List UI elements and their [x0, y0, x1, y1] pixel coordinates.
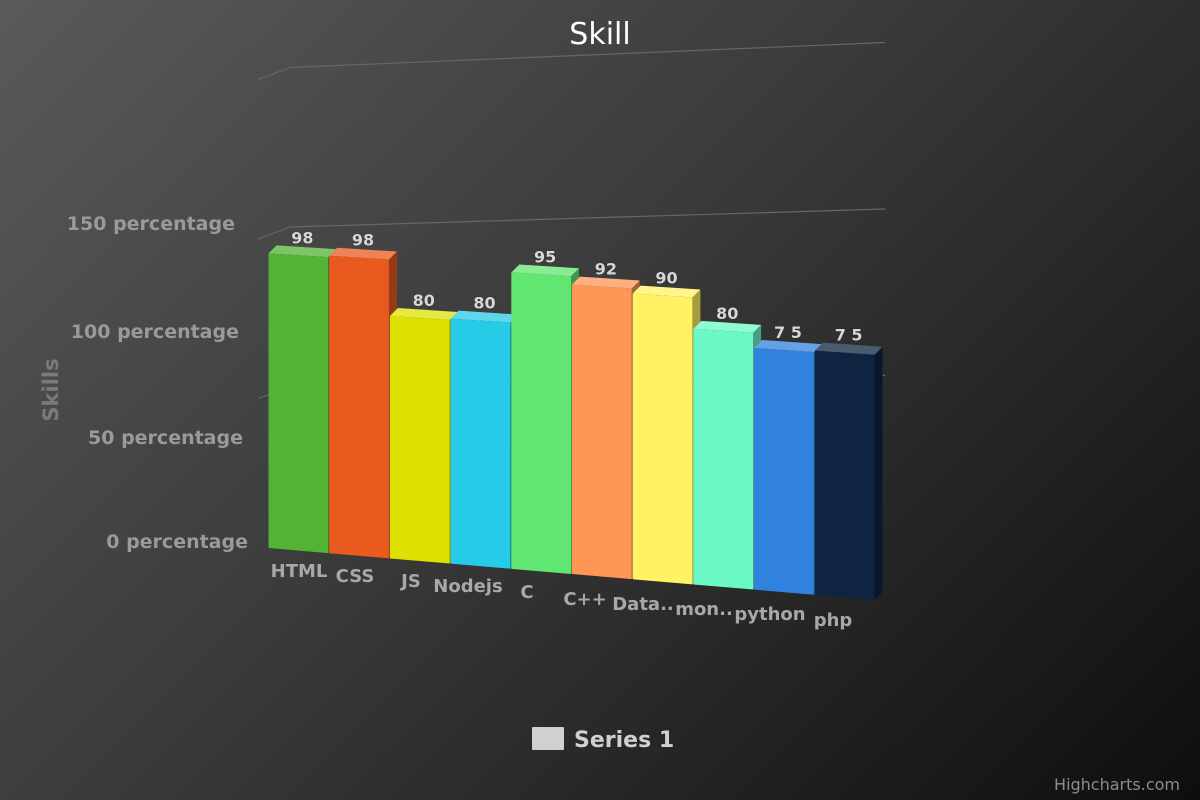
data-labels: 98 98 80 80 95 92 90 80 7 5 7 5: [291, 228, 863, 345]
bars: [268, 245, 883, 600]
bar[interactable]: [814, 342, 883, 600]
y-tick-label: 50 percentage: [88, 427, 243, 449]
x-tick-label: C: [520, 582, 533, 603]
bar-front: [814, 350, 875, 600]
x-tick-label: C++: [563, 589, 606, 610]
bar-front: [693, 328, 754, 590]
x-tick-label: CSS: [336, 566, 375, 587]
legend[interactable]: Series 1: [532, 727, 674, 753]
bar-front: [450, 318, 511, 569]
bar-front: [389, 315, 450, 564]
data-label: 98: [352, 231, 374, 250]
bar-top: [389, 307, 458, 321]
bar-side: [874, 346, 883, 600]
legend-label[interactable]: Series 1: [574, 728, 674, 753]
bar[interactable]: [268, 245, 337, 554]
bar[interactable]: [389, 307, 458, 564]
data-label: 80: [716, 304, 738, 323]
bar-top: [693, 320, 762, 333]
y-tick-label: 150 percentage: [67, 213, 235, 235]
bar[interactable]: [754, 339, 822, 595]
x-tick-label: php: [814, 610, 853, 631]
x-tick-label: mon..: [675, 599, 733, 620]
bar[interactable]: [572, 276, 640, 580]
bar-front: [268, 253, 329, 554]
legend-swatch[interactable]: [532, 727, 564, 750]
x-tick-label: Data..: [612, 594, 674, 615]
bar-front: [754, 347, 814, 595]
data-label: 80: [413, 291, 435, 310]
x-tick-label: python: [734, 604, 805, 625]
bar-top: [754, 339, 822, 353]
bar-top: [632, 285, 701, 298]
data-label: 95: [534, 247, 556, 266]
y-axis-ticks: 0 percentage 50 percentage 100 percentage 1…: [67, 213, 248, 553]
bar[interactable]: [450, 310, 519, 569]
bar[interactable]: [511, 264, 579, 574]
bar-front: [511, 272, 571, 574]
bar-top: [511, 264, 579, 277]
bar-top: [572, 276, 640, 289]
data-label: 92: [595, 260, 617, 279]
data-label: 7 5: [835, 326, 863, 345]
grid-line: [257, 208, 886, 240]
bar-top: [329, 247, 397, 260]
data-label: 98: [291, 228, 313, 247]
y-tick-label: 100 percentage: [71, 321, 239, 343]
x-axis-ticks: HTML CSS JS Nodejs C C++ Data.. mon.. python php: [271, 561, 853, 631]
chart-title: Skill: [569, 17, 630, 52]
bar-top: [450, 310, 519, 323]
bar-top: [268, 245, 337, 258]
bar[interactable]: [693, 320, 762, 590]
bar[interactable]: [329, 247, 397, 559]
x-tick-label: JS: [399, 571, 421, 592]
bar-front: [632, 293, 693, 585]
bar[interactable]: [632, 285, 701, 585]
data-label: 7 5: [774, 323, 802, 342]
x-tick-label: HTML: [271, 561, 328, 582]
bar-front: [329, 255, 389, 559]
grid-line: [257, 41, 886, 81]
y-axis-title: Skills: [39, 358, 63, 421]
x-tick-label: Nodejs: [433, 576, 502, 597]
data-label: 90: [655, 269, 677, 288]
bar-front: [572, 284, 632, 580]
credits-link[interactable]: Highcharts.com: [1054, 775, 1180, 794]
y-tick-label: 0 percentage: [106, 531, 248, 553]
data-label: 80: [473, 294, 495, 313]
bar-top: [814, 342, 883, 355]
